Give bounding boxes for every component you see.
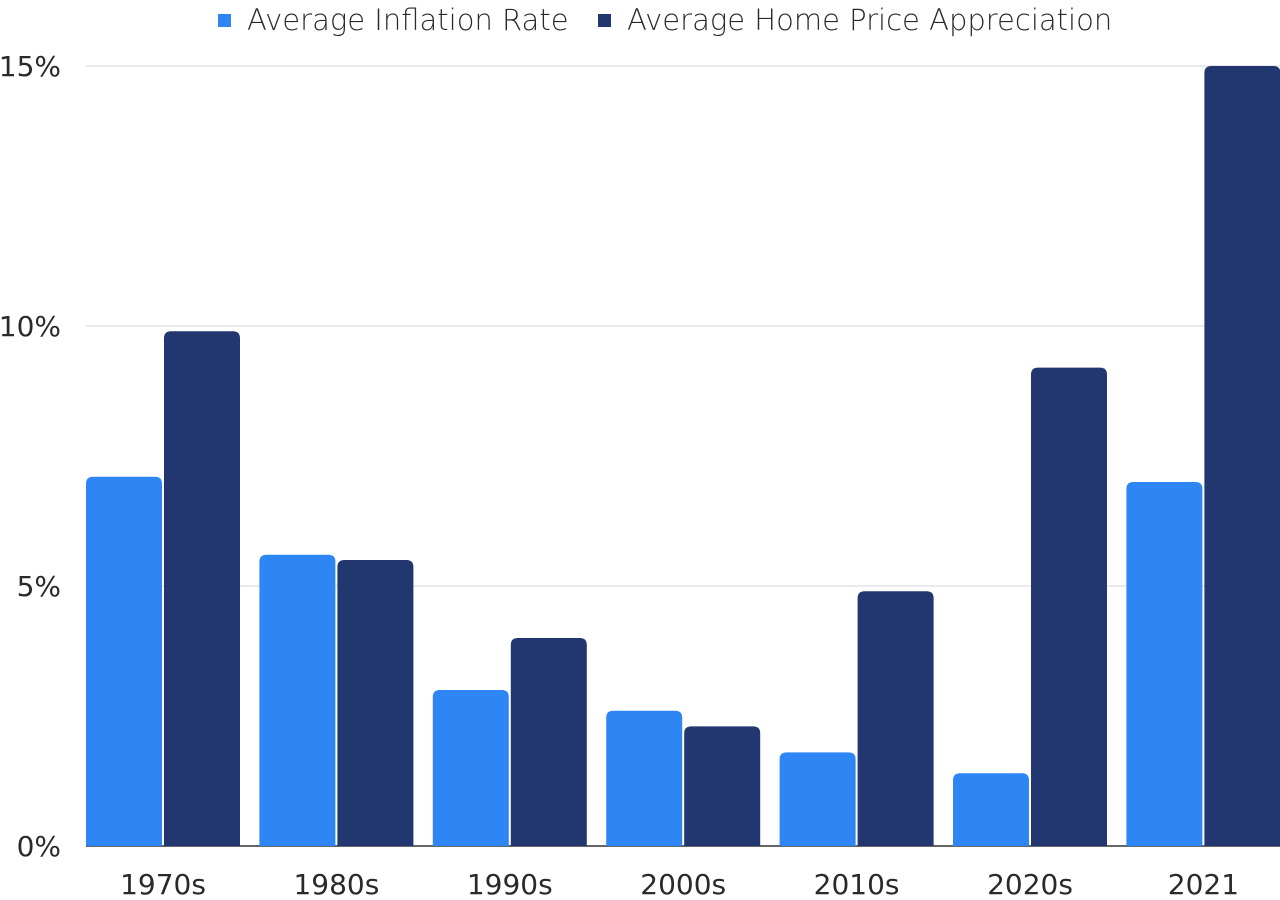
bar-home-price-2021 [1204,66,1280,846]
x-tick-label: 2000s [640,868,726,900]
bar-inflation-2020s [953,773,1029,846]
x-tick-label: 1980s [293,868,379,900]
y-tick-label: 5% [17,570,61,603]
bar-home-price-2020s [1031,367,1107,846]
x-tick-label: 2020s [987,868,1073,900]
bar-inflation-1990s [432,690,509,846]
legend-label-home-price: Average Home Price Appreciation [627,3,1113,37]
y-tick-label: 10% [0,310,61,343]
x-tick-label: 1970s [120,868,206,900]
legend: Average Inflation Rate Average Home Pric… [0,0,1280,42]
x-tick-label: 1990s [467,868,553,900]
bar-inflation-1970s [86,476,162,846]
bar-inflation-2000s [606,710,683,846]
legend-item-inflation: Average Inflation Rate [218,2,569,38]
bar-home-price-2010s [857,591,934,846]
bar-home-price-2000s [684,726,761,846]
legend-swatch-inflation [218,13,231,27]
legend-swatch-home-price [598,13,611,27]
bar-home-price-1970s [164,331,240,846]
bar-inflation-2010s [779,752,856,846]
y-tick-label: 15% [0,50,61,83]
y-tick-label: 0% [17,830,61,863]
bar-home-price-1980s [337,560,414,846]
x-tick-label: 2021 [1168,868,1239,900]
x-tick-label: 2010s [814,868,900,900]
legend-label-inflation: Average Inflation Rate [247,3,569,37]
bar-home-price-1990s [510,638,587,846]
bar-inflation-2021 [1126,482,1203,846]
legend-item-home-price: Average Home Price Appreciation [598,2,1112,38]
bar-inflation-1980s [259,554,336,846]
